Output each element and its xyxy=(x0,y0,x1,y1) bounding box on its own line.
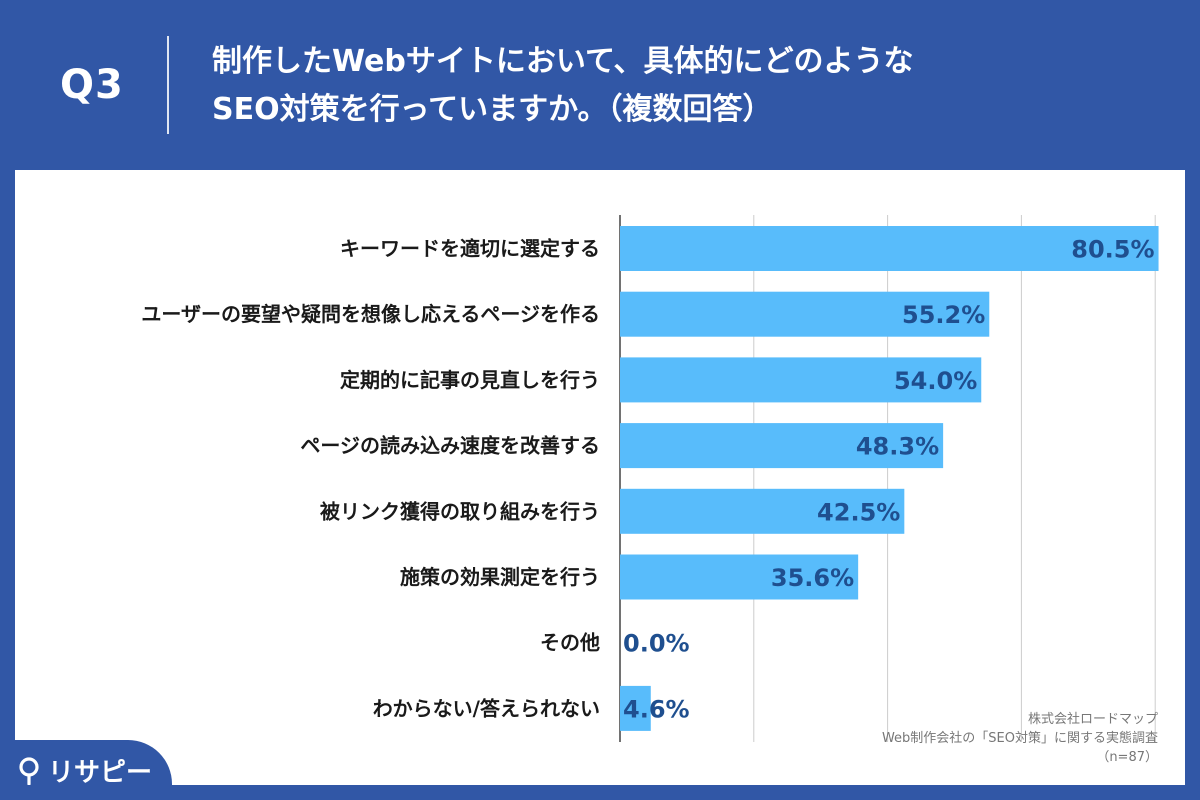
category-label: ユーザーの要望や疑問を想像し応えるページを作る xyxy=(141,302,600,326)
value-label: 35.6% xyxy=(771,564,854,592)
source-sample-size: （n=87） xyxy=(1096,750,1158,765)
value-labels: 80.5% 55.2% 54.0% 48.3% 42.5% 35.6% 0.0% 4.6% xyxy=(623,236,1155,724)
question-title-line1: 制作したWebサイトにおいて、具体的にどのような xyxy=(212,44,914,79)
category-label: わからない/答えられない xyxy=(373,696,600,720)
bar xyxy=(620,554,859,600)
category-label: ページの読み込み速度を改善する xyxy=(300,434,600,458)
source-note: 株式会社ロードマップ Web制作会社の「SEO対策」に関する実態調査 （n=87… xyxy=(882,710,1158,767)
question-title-line2: SEO対策を行っていますか。（複数回答） xyxy=(212,92,773,127)
value-label: 42.5% xyxy=(817,498,900,526)
bar xyxy=(620,488,905,534)
location-pin-icon xyxy=(19,756,39,785)
bar-chart: キーワードを適切に選定するユーザーの要望や疑問を想像し応えるページを作る定期的に… xyxy=(141,215,1159,742)
bar xyxy=(620,685,651,731)
value-label: 4.6% xyxy=(623,695,690,723)
bar xyxy=(620,291,990,337)
question-title: 制作したWebサイトにおいて、具体的にどのような SEO対策を行っていますか。（… xyxy=(212,38,1172,134)
logo-tab xyxy=(0,740,172,800)
header-divider xyxy=(167,36,169,134)
category-label: キーワードを適切に選定する xyxy=(340,237,600,261)
value-label: 80.5% xyxy=(1071,236,1154,264)
category-label: 被リンク獲得の取り組みを行う xyxy=(320,499,600,523)
value-label: 55.2% xyxy=(902,301,985,329)
source-company: 株式会社ロードマップ xyxy=(1027,712,1158,727)
bars xyxy=(620,226,1159,731)
chart-panel: キーワードを適切に選定するユーザーの要望や疑問を想像し応えるページを作る定期的に… xyxy=(15,170,1185,785)
value-label: 48.3% xyxy=(856,433,939,461)
category-labels: キーワードを適切に選定するユーザーの要望や疑問を想像し応えるページを作る定期的に… xyxy=(141,237,600,721)
bar xyxy=(620,226,1159,271)
header: Q3 制作したWebサイトにおいて、具体的にどのような SEO対策を行っています… xyxy=(0,0,1200,170)
category-label: 定期的に記事の見直しを行う xyxy=(340,368,600,392)
source-survey: Web制作会社の「SEO対策」に関する実態調査 xyxy=(881,731,1158,746)
bar xyxy=(620,423,944,469)
category-label: その他 xyxy=(540,631,600,655)
value-label: 0.0% xyxy=(623,630,690,658)
brand-logo: リサピー xyxy=(18,752,152,789)
question-number: Q3 xyxy=(60,62,124,108)
bar xyxy=(620,357,982,403)
brand-logo-text: リサピー xyxy=(48,758,153,788)
value-label: 54.0% xyxy=(894,367,977,395)
category-label: 施策の効果測定を行う xyxy=(400,565,600,589)
